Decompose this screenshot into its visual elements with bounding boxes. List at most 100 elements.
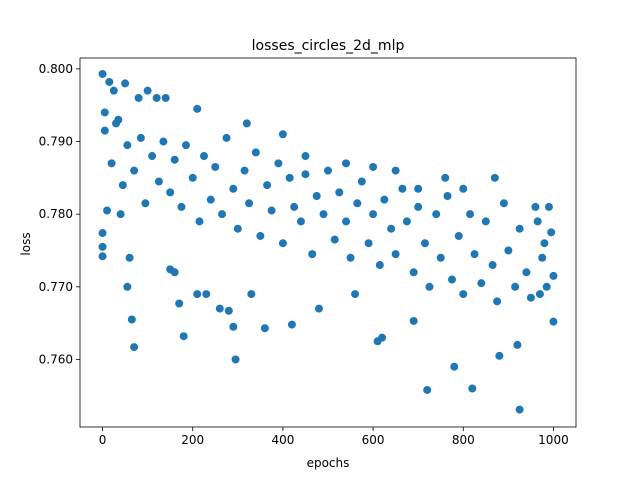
point <box>285 173 294 182</box>
point <box>490 173 499 182</box>
point <box>547 228 556 237</box>
point <box>296 217 305 226</box>
plot-frame <box>79 57 577 428</box>
point <box>330 235 339 244</box>
point <box>116 210 125 219</box>
y-tick-label: 0.790 <box>39 135 73 149</box>
point <box>535 290 544 299</box>
point <box>143 86 152 95</box>
point <box>391 250 400 259</box>
point <box>229 184 238 193</box>
point <box>477 279 486 288</box>
point <box>240 166 249 175</box>
point <box>148 152 157 161</box>
point <box>468 384 477 393</box>
point <box>202 290 211 299</box>
point <box>267 206 276 215</box>
point <box>441 173 450 182</box>
point <box>123 141 132 150</box>
point <box>499 199 508 208</box>
point <box>488 261 497 270</box>
point <box>513 340 522 349</box>
point <box>398 184 407 193</box>
point <box>342 159 351 168</box>
point <box>245 199 254 208</box>
point <box>420 239 429 248</box>
point <box>549 317 558 326</box>
point <box>301 170 310 179</box>
point <box>218 210 227 219</box>
point <box>193 290 202 299</box>
point <box>98 252 107 261</box>
point <box>369 210 378 219</box>
point <box>251 148 260 157</box>
point <box>346 253 355 262</box>
point <box>166 188 175 197</box>
point <box>432 210 441 219</box>
point <box>229 322 238 331</box>
point <box>161 93 170 102</box>
point <box>533 217 542 226</box>
point <box>515 405 524 414</box>
point <box>308 250 317 259</box>
point <box>504 246 513 255</box>
point <box>448 275 456 284</box>
y-tick-label: 0.780 <box>39 207 73 221</box>
point <box>141 199 150 208</box>
point <box>130 343 139 352</box>
point <box>443 192 452 201</box>
point <box>159 137 168 146</box>
point <box>290 202 299 211</box>
point <box>107 159 116 168</box>
point <box>195 217 204 226</box>
point <box>103 206 112 215</box>
x-tick-label: 400 <box>271 433 294 447</box>
point <box>342 217 351 226</box>
point <box>409 316 418 325</box>
point <box>263 181 272 190</box>
x-tick-label: 0 <box>99 433 107 447</box>
point <box>466 210 475 219</box>
point <box>459 290 468 299</box>
point <box>287 320 296 329</box>
point <box>100 126 109 135</box>
point <box>112 119 121 128</box>
point <box>179 332 188 341</box>
point <box>454 231 463 240</box>
point <box>335 188 344 197</box>
point <box>188 173 197 182</box>
point <box>511 282 520 291</box>
point <box>98 69 107 78</box>
point <box>387 224 396 233</box>
point <box>105 77 114 86</box>
x-tick-label: 600 <box>362 433 385 447</box>
point <box>211 162 220 171</box>
point <box>380 195 389 204</box>
point <box>242 119 251 128</box>
point <box>274 159 283 168</box>
point <box>369 162 378 171</box>
point <box>515 224 524 233</box>
point <box>549 271 558 280</box>
point <box>538 253 547 262</box>
point <box>127 315 136 324</box>
point <box>353 199 362 208</box>
point <box>247 290 256 299</box>
point <box>206 195 215 204</box>
point <box>378 333 387 342</box>
point <box>260 324 269 333</box>
point <box>319 210 328 219</box>
point <box>215 304 224 313</box>
point <box>402 217 411 226</box>
point <box>134 93 143 102</box>
y-tick-label: 0.800 <box>39 62 73 76</box>
chart-title: losses_circles_2d_mlp <box>252 38 405 54</box>
point <box>301 152 310 161</box>
point <box>312 192 321 201</box>
point <box>200 152 208 161</box>
y-axis-label: loss <box>19 232 33 255</box>
point <box>175 299 184 308</box>
point <box>136 133 145 142</box>
point <box>130 166 139 175</box>
point <box>357 177 366 186</box>
